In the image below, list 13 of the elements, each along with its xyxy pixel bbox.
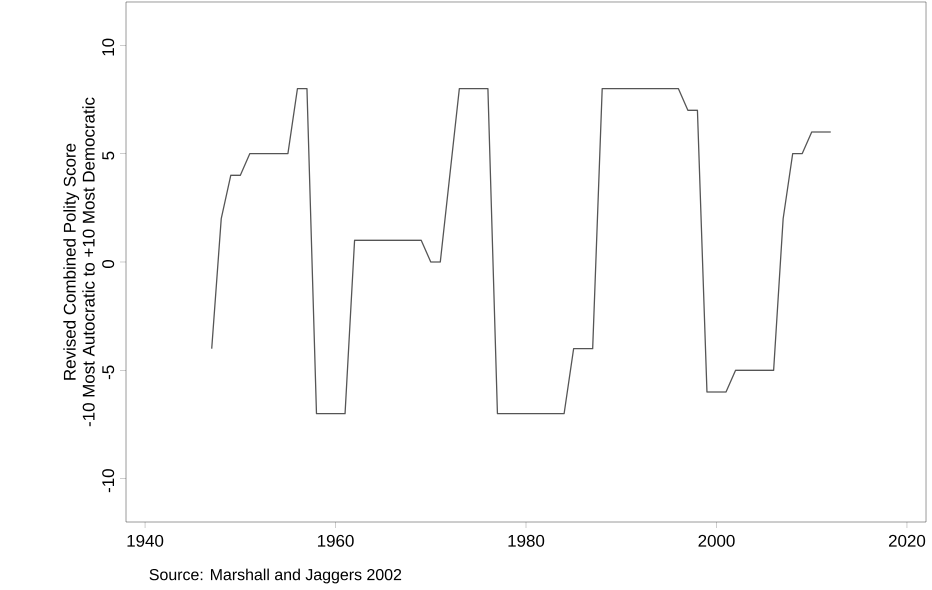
y-axis-title: Revised Combined Polity Score -10 Most Autocratic to +10 Most Democratic: [63, 98, 95, 426]
y-tick-label: 0: [102, 260, 114, 268]
y-tick-label: -5: [102, 366, 114, 380]
x-tick-label: 1960: [318, 534, 354, 547]
x-tick-label: 2000: [698, 534, 735, 547]
x-tick-label: 2020: [888, 534, 926, 547]
x-tick-label: 1980: [508, 534, 544, 547]
source-note: Source: Marshall and Jaggers 2002: [150, 568, 402, 584]
y-tick-label: 10: [102, 38, 114, 56]
y-tick-label: 5: [102, 152, 114, 160]
y-tick-label: -10: [102, 469, 114, 492]
x-tick-label: 1940: [128, 534, 164, 547]
line-series: [211, 88, 832, 414]
